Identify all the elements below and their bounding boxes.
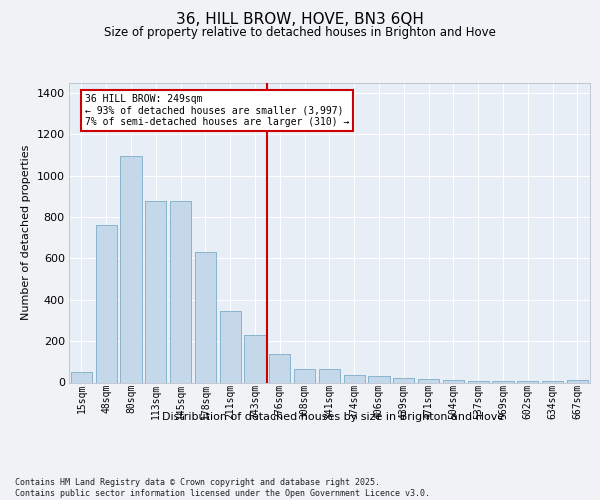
- Text: Contains HM Land Registry data © Crown copyright and database right 2025.
Contai: Contains HM Land Registry data © Crown c…: [15, 478, 430, 498]
- Text: 36, HILL BROW, HOVE, BN3 6QH: 36, HILL BROW, HOVE, BN3 6QH: [176, 12, 424, 26]
- Bar: [319, 369, 340, 382]
- Bar: [145, 202, 166, 382]
- Bar: [443, 380, 464, 382]
- Text: 36 HILL BROW: 249sqm
← 93% of detached houses are smaller (3,997)
7% of semi-det: 36 HILL BROW: 249sqm ← 93% of detached h…: [85, 94, 349, 127]
- Bar: [71, 372, 92, 382]
- Bar: [368, 376, 389, 382]
- Bar: [567, 380, 588, 382]
- Text: Size of property relative to detached houses in Brighton and Hove: Size of property relative to detached ho…: [104, 26, 496, 39]
- Bar: [393, 378, 415, 382]
- Y-axis label: Number of detached properties: Number of detached properties: [21, 145, 31, 320]
- Bar: [220, 311, 241, 382]
- Bar: [121, 156, 142, 382]
- Bar: [269, 354, 290, 382]
- Bar: [195, 252, 216, 382]
- Bar: [344, 376, 365, 382]
- Bar: [170, 202, 191, 382]
- Bar: [244, 335, 266, 382]
- Bar: [95, 226, 117, 382]
- Text: Distribution of detached houses by size in Brighton and Hove: Distribution of detached houses by size …: [162, 412, 504, 422]
- Bar: [294, 369, 315, 382]
- Bar: [418, 380, 439, 382]
